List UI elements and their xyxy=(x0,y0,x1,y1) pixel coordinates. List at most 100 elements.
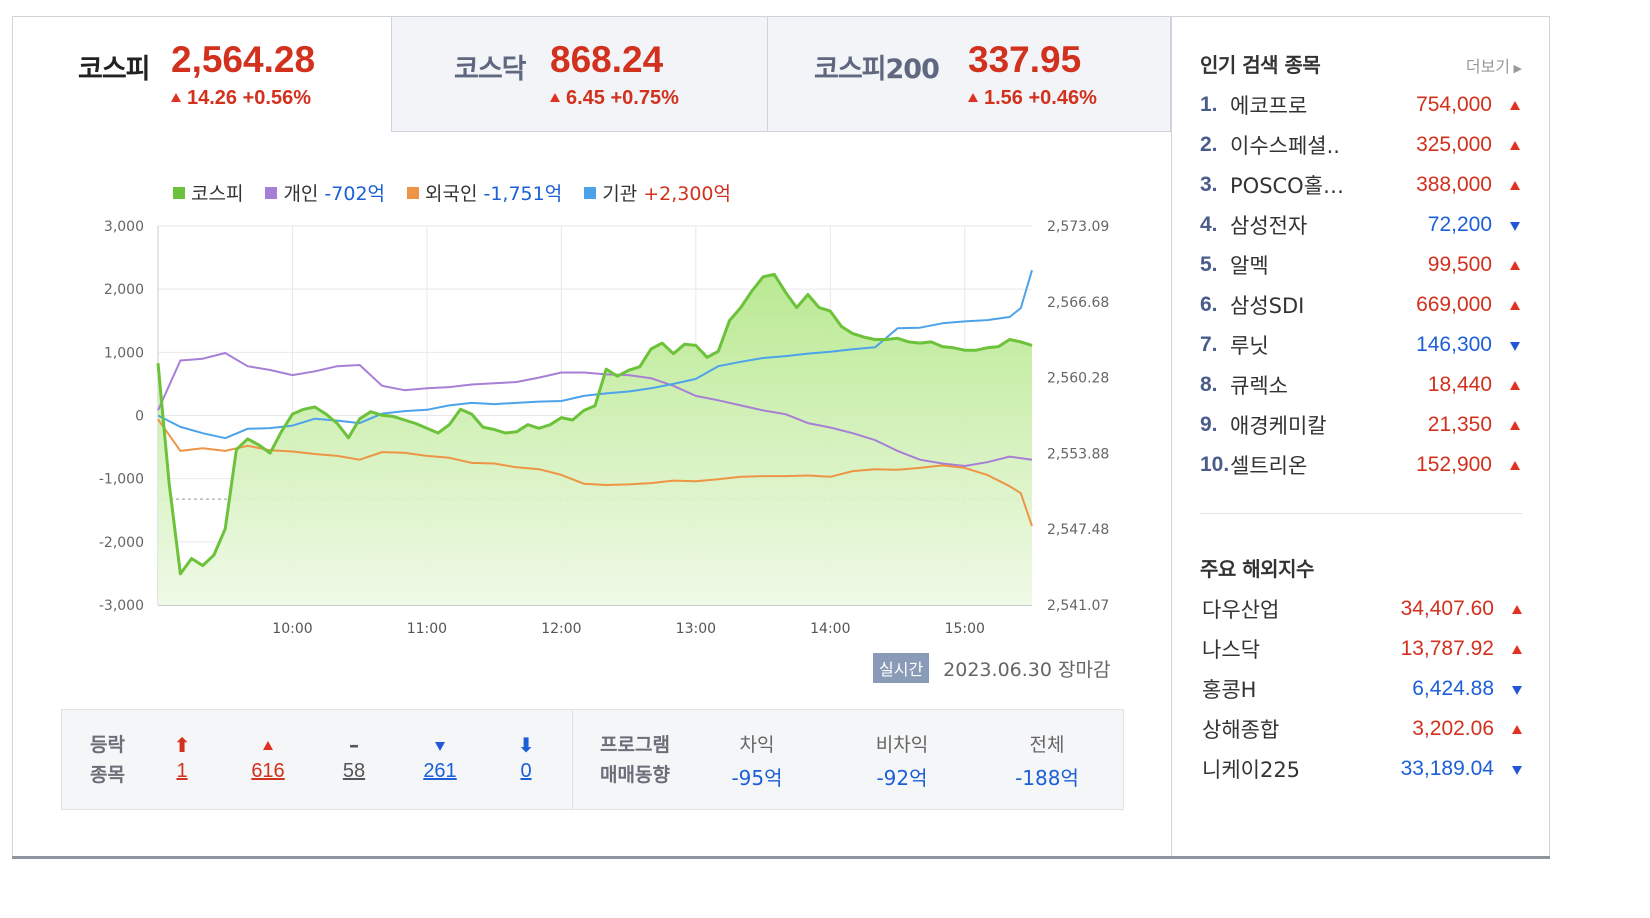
stock-name[interactable]: POSCO홀… xyxy=(1230,174,1345,198)
index-name[interactable]: 다우산업 xyxy=(1202,598,1280,622)
triangle-down-icon xyxy=(1494,757,1522,781)
program-non-arbitrage: 비차익 -92억 xyxy=(875,734,929,790)
popular-item[interactable]: 7. 루닛 146,300 xyxy=(1200,325,1520,365)
more-link[interactable]: 더보기 ▶ xyxy=(1465,57,1522,76)
stock-price: 152,900 xyxy=(1416,453,1492,476)
program-total: 전체 -188억 xyxy=(1015,734,1079,790)
popular-item[interactable]: 10. 셀트리온 152,900 xyxy=(1200,445,1520,485)
market-breadth-panel: 등락 종목 ⬆ 1 616 – 58 261 ⬇ 0 프로그램 매매동향 차익 -9… xyxy=(61,709,1124,810)
x-tick-label: 11:00 xyxy=(407,621,447,637)
x-tick-label: 15:00 xyxy=(945,621,985,637)
triangle-up-icon xyxy=(1494,597,1522,621)
index-value: 34,407.60 xyxy=(1400,597,1494,620)
chart-legend: 코스피 개인 -702억 외국인 -1,751억 기관 +2,300억 xyxy=(173,179,731,206)
stock-price: 669,000 xyxy=(1416,293,1492,316)
popular-item[interactable]: 8. 큐렉소 18,440 xyxy=(1200,365,1520,405)
tab-kospi-value: 2,564.28 xyxy=(171,39,316,80)
overseas-index-item[interactable]: 다우산업 34,407.60 xyxy=(1202,589,1522,629)
stock-price: 99,500 xyxy=(1427,253,1492,276)
tab-kospi[interactable]: 코스피 2,564.28 14.26 +0.56% xyxy=(13,17,392,132)
legend-swatch-kospi xyxy=(173,186,185,199)
stock-name[interactable]: 루닛 xyxy=(1230,334,1269,358)
popular-item[interactable]: 5. 알멕 99,500 xyxy=(1200,245,1520,285)
stock-price: 325,000 xyxy=(1416,133,1492,156)
rank-number: 5. xyxy=(1200,253,1218,276)
stock-name[interactable]: 삼성SDI xyxy=(1230,294,1305,318)
triangle-up-icon xyxy=(1492,413,1520,437)
y-right-tick-label: 2,541.07 xyxy=(1047,598,1109,614)
stock-price: 18,440 xyxy=(1427,373,1492,396)
tab-kospi200-change: 1.56 +0.46% xyxy=(968,87,1097,110)
triangle-up-icon xyxy=(1492,253,1520,277)
stock-name[interactable]: 큐렉소 xyxy=(1230,374,1288,398)
stock-name[interactable]: 에코프로 xyxy=(1230,94,1308,118)
overseas-index-item[interactable]: 상해종합 3,202.06 xyxy=(1202,709,1522,749)
breadth-falling[interactable]: 261 xyxy=(410,732,470,783)
triangle-up-icon xyxy=(1492,93,1520,117)
index-value: 13,787.92 xyxy=(1400,637,1494,660)
overseas-index-item[interactable]: 나스닥 13,787.92 xyxy=(1202,629,1522,669)
tab-kosdaq[interactable]: 코스닥 868.24 6.45 +0.75% xyxy=(392,17,768,132)
realtime-status: 실시간 2023.06.30 장마감 xyxy=(873,653,1110,683)
y-left-tick-label: -3,000 xyxy=(99,598,144,614)
triangle-up-icon xyxy=(171,93,181,102)
stock-name[interactable]: 삼성전자 xyxy=(1230,214,1308,238)
popular-item[interactable]: 3. POSCO홀… 388,000 xyxy=(1200,165,1520,205)
legend-individual[interactable]: 개인 -702억 xyxy=(265,179,385,206)
stock-name[interactable]: 애경케미칼 xyxy=(1230,414,1327,438)
stock-name[interactable]: 셀트리온 xyxy=(1230,454,1308,478)
triangle-up-icon xyxy=(1492,173,1520,197)
tab-kospi-change: 14.26 +0.56% xyxy=(171,87,311,110)
legend-institution[interactable]: 기관 +2,300억 xyxy=(584,179,731,206)
series-foreign-line xyxy=(157,418,1033,527)
y-left-tick-label: -2,000 xyxy=(99,535,144,551)
legend-foreign[interactable]: 외국인 -1,751억 xyxy=(407,179,562,206)
popular-item[interactable]: 4. 삼성전자 72,200 xyxy=(1200,205,1520,245)
triangle-up-icon xyxy=(1494,717,1522,741)
popular-item[interactable]: 9. 애경케미칼 21,350 xyxy=(1200,405,1520,445)
tab-kosdaq-change: 6.45 +0.75% xyxy=(550,87,679,110)
realtime-date: 2023.06.30 장마감 xyxy=(943,658,1111,681)
breadth-rising[interactable]: 616 xyxy=(238,732,298,783)
popular-item[interactable]: 6. 삼성SDI 669,000 xyxy=(1200,285,1520,325)
rank-number: 6. xyxy=(1200,293,1218,316)
bottom-border xyxy=(12,856,1550,859)
popular-item[interactable]: 2. 이수스페셜.. 325,000 xyxy=(1200,125,1520,165)
tab-kospi-name: 코스피 xyxy=(78,54,151,85)
legend-swatch-foreign xyxy=(407,186,420,199)
y-left-tick-label: 2,000 xyxy=(104,282,144,298)
x-tick-label: 14:00 xyxy=(810,621,850,637)
overseas-index-item[interactable]: 홍콩H 6,424.88 xyxy=(1202,669,1522,709)
breadth-lower-limit[interactable]: ⬇ 0 xyxy=(496,732,556,783)
sidebar-divider xyxy=(1200,513,1522,514)
tab-kospi200-name: 코스피200 xyxy=(814,54,940,85)
overseas-index-item[interactable]: 니케이225 33,189.04 xyxy=(1202,749,1522,789)
index-name[interactable]: 상해종합 xyxy=(1202,718,1280,742)
tab-kospi200[interactable]: 코스피200 337.95 1.56 +0.46% xyxy=(768,17,1171,132)
legend-kospi[interactable]: 코스피 xyxy=(173,179,243,206)
arrow-down-icon: ⬇ xyxy=(517,733,535,757)
popular-item[interactable]: 1. 에코프로 754,000 xyxy=(1200,85,1520,125)
y-left-tick-label: 1,000 xyxy=(104,345,144,361)
stats-divider xyxy=(572,710,573,809)
triangle-down-icon xyxy=(1492,333,1520,357)
y-left-tick-label: 3,000 xyxy=(104,219,144,235)
rank-number: 4. xyxy=(1200,213,1218,236)
breadth-upper-limit[interactable]: ⬆ 1 xyxy=(152,732,212,783)
breadth-unchanged[interactable]: – 58 xyxy=(324,732,384,783)
right-sidebar: 인기 검색 종목 더보기 ▶ 1. 에코프로 754,000 2. 이수스페셜.. 325… xyxy=(1171,17,1550,859)
x-tick-label: 10:00 xyxy=(272,621,312,637)
index-name[interactable]: 니케이225 xyxy=(1202,758,1301,782)
stock-price: 72,200 xyxy=(1427,213,1492,236)
stock-name[interactable]: 이수스페셜.. xyxy=(1230,134,1340,158)
rank-number: 2. xyxy=(1200,133,1218,156)
program-arbitrage: 차익 -95억 xyxy=(731,734,783,790)
index-name[interactable]: 나스닥 xyxy=(1202,638,1260,662)
stock-name[interactable]: 알멕 xyxy=(1230,254,1269,278)
rank-number: 7. xyxy=(1200,333,1218,356)
intraday-chart: 3,000 2,000 1,000 0 -1,000 -2,000 -3,000 2,573.… xyxy=(99,219,1109,637)
arrow-up-icon: ⬆ xyxy=(173,733,191,757)
y-left-tick-label: 0 xyxy=(135,409,144,425)
x-tick-label: 12:00 xyxy=(541,621,581,637)
index-name[interactable]: 홍콩H xyxy=(1202,678,1257,702)
